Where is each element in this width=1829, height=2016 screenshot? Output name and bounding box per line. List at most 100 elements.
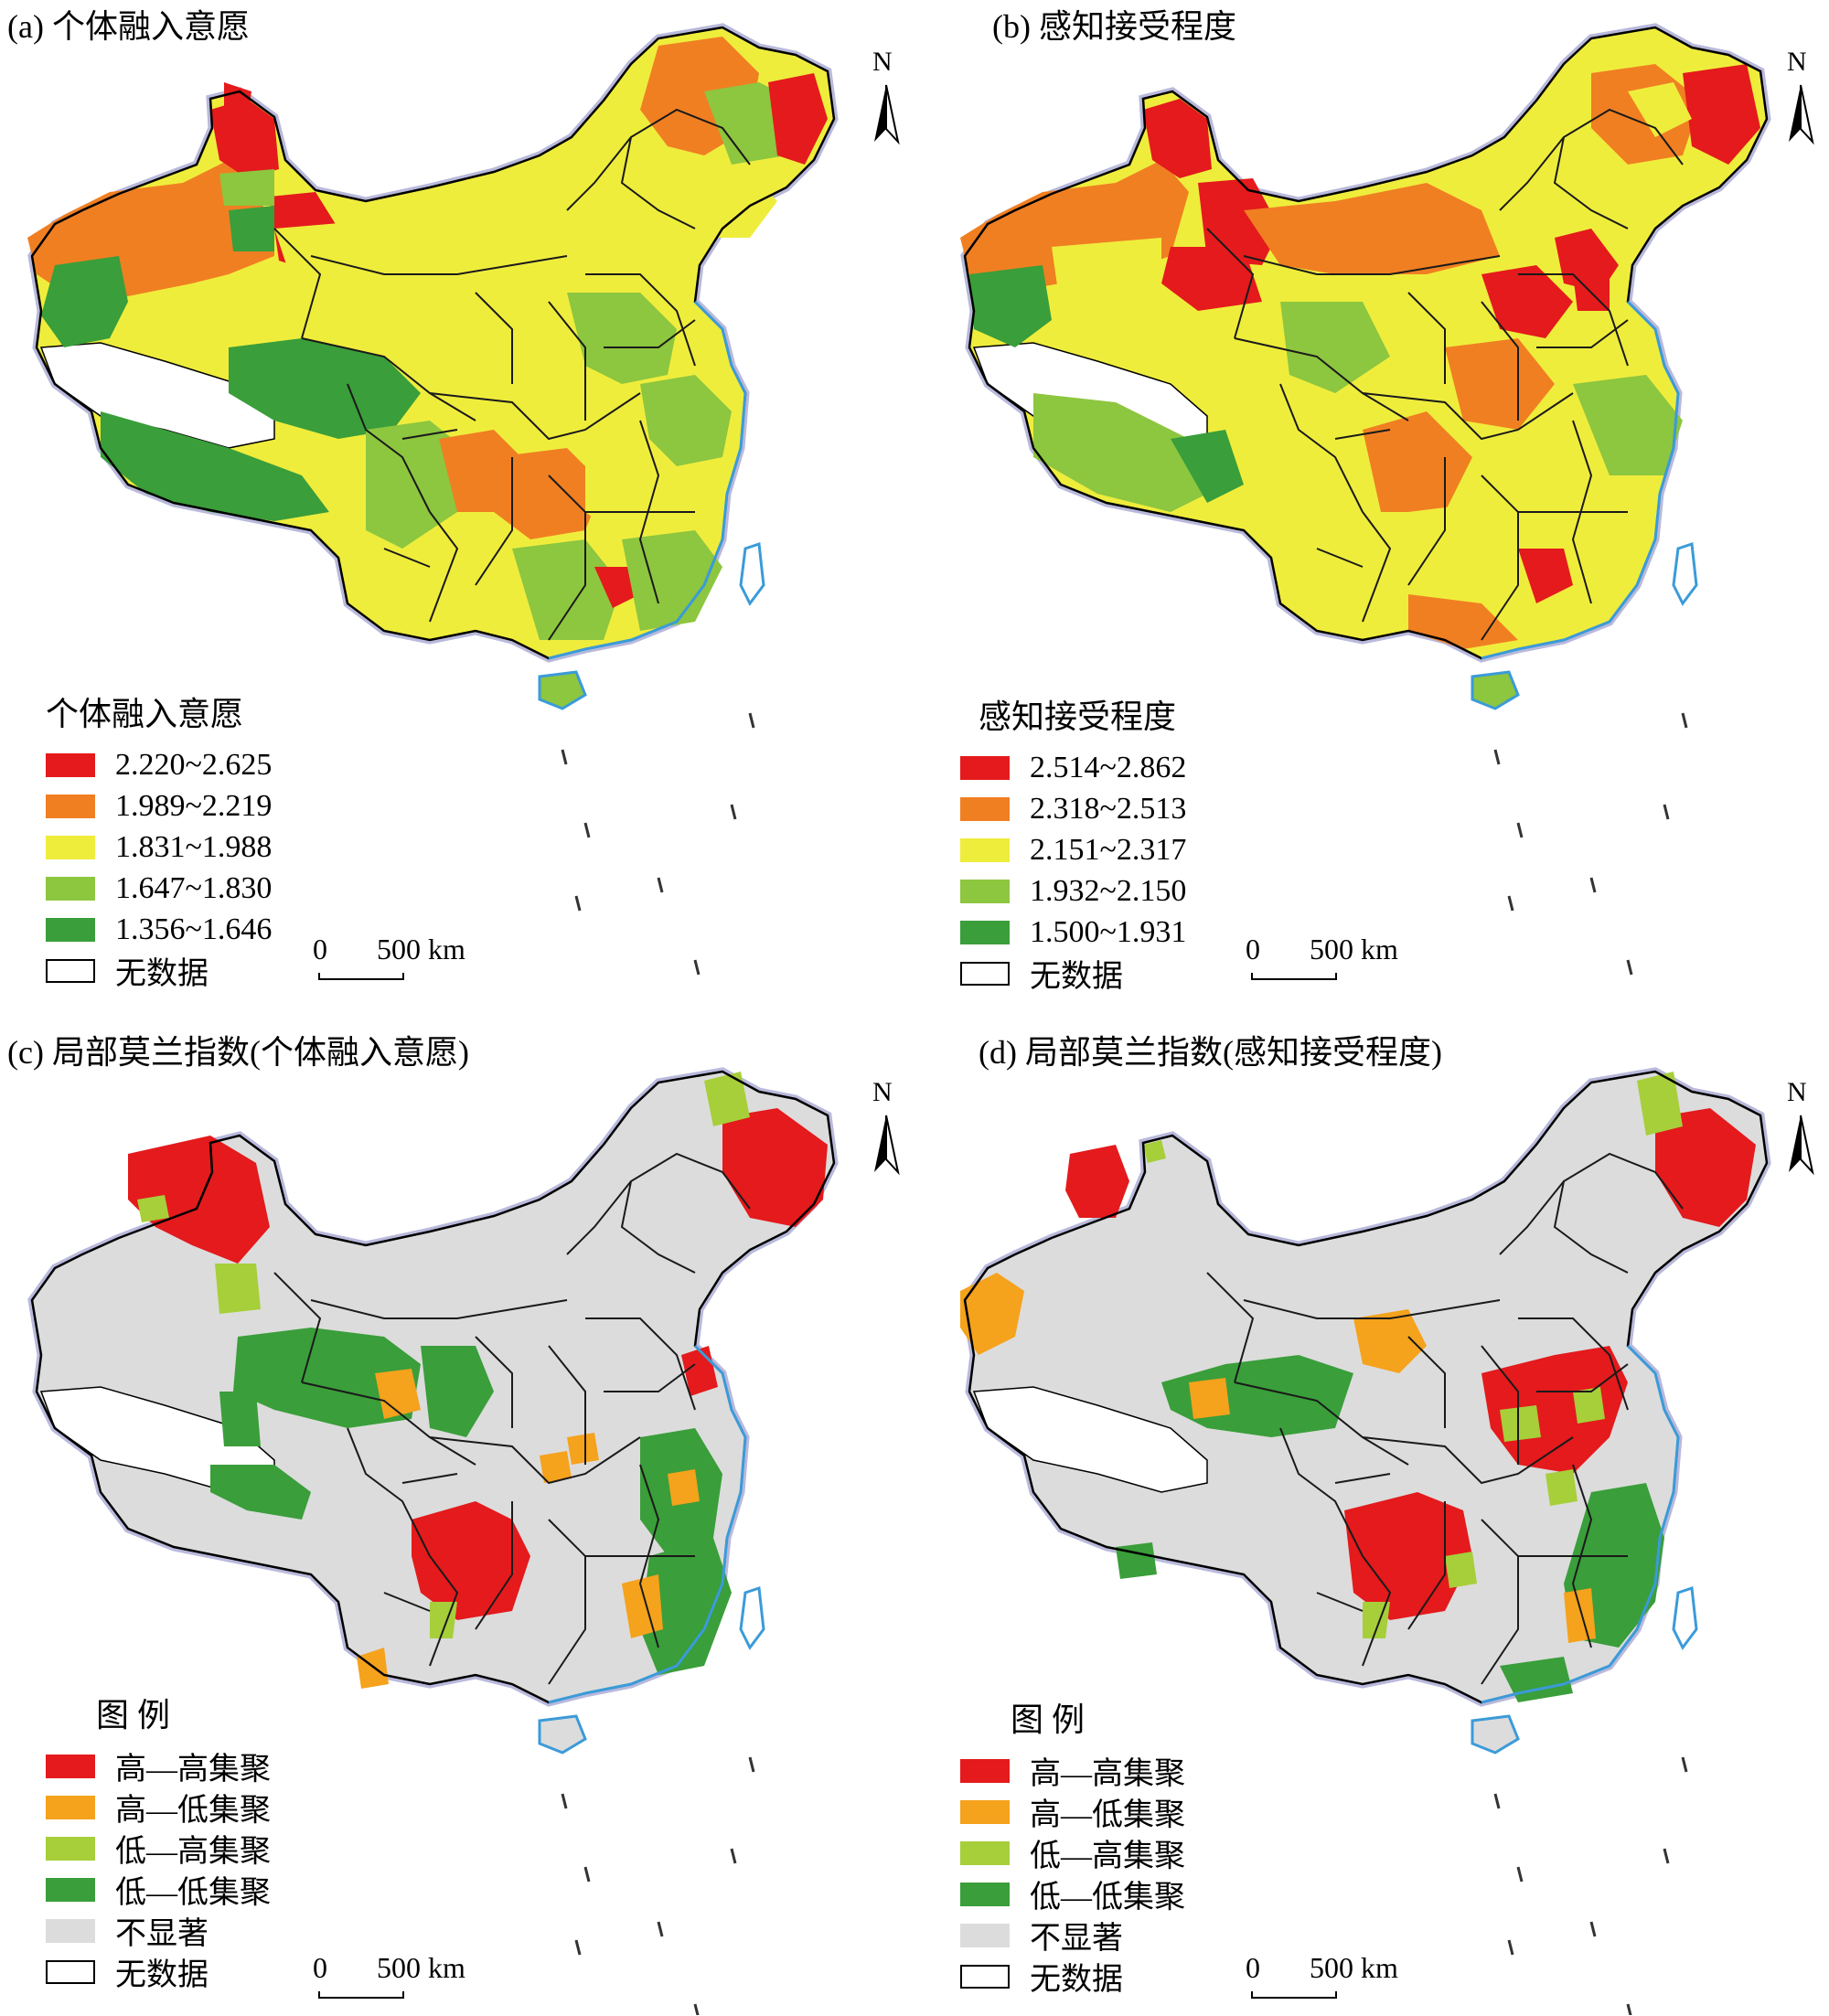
- legend-swatch: [46, 1959, 95, 1984]
- province-boundary: [1362, 1555, 1392, 1667]
- scale-zero-label: 0: [313, 933, 327, 965]
- panel-title: (a) 个体融入意愿: [7, 8, 250, 45]
- province-boundary: [548, 1345, 586, 1465]
- legend-label: 无数据: [115, 1958, 209, 1992]
- map-lisa-acceptance: [960, 1067, 1771, 2015]
- scale-bar: 0 500 km: [1246, 1951, 1398, 2006]
- legend-swatch: [46, 1795, 95, 1819]
- legend-swatch: [960, 1799, 1010, 1824]
- legend-item: 低—低集聚: [46, 1869, 271, 1910]
- scale-line: [318, 1991, 404, 1999]
- province-boundary: [301, 337, 476, 421]
- province-boundary: [1316, 1592, 1364, 1612]
- panel-title: (b) 感知接受程度: [992, 8, 1236, 45]
- province-boundary: [475, 1336, 513, 1428]
- province-boundary: [475, 292, 513, 384]
- province-boundary: [383, 1592, 431, 1612]
- legend-label: 无数据: [1030, 960, 1123, 994]
- legend-swatch: [46, 917, 95, 942]
- nine-dash-segment: [561, 749, 568, 765]
- legend-swatch: [960, 1964, 1010, 1989]
- nine-dash-segment: [1589, 877, 1597, 893]
- legend-swatch: [960, 920, 1010, 944]
- scale-zero-label: 0: [1246, 933, 1260, 965]
- legend-label: 高—低集聚: [1030, 1798, 1185, 1832]
- legend-label: 低—低集聚: [115, 1876, 271, 1910]
- legend-label: 2.318~2.513: [1030, 791, 1187, 826]
- nine-dash-segment: [1516, 822, 1524, 838]
- legend-swatch: [960, 1882, 1010, 1906]
- legend-item: 1.989~2.219: [46, 785, 272, 827]
- legend: 图 例 高—高集聚 高—低集聚 低—高集聚 低—低集聚 不显著 无数据: [46, 1689, 271, 1992]
- province-boundary: [1518, 1317, 1629, 1411]
- scale-line: [1251, 973, 1337, 980]
- legend-label: 低—低集聚: [1030, 1881, 1185, 1915]
- nine-dash-segment: [1663, 804, 1670, 820]
- province-boundary: [604, 319, 696, 348]
- nine-dash-segment: [1626, 2003, 1632, 2015]
- legend-label: 低—高集聚: [115, 1835, 271, 1869]
- legend-swatch: [46, 1754, 95, 1778]
- province-boundary: [1407, 1501, 1446, 1630]
- province-boundary: [548, 1519, 586, 1685]
- legend-item: 2.514~2.862: [960, 747, 1186, 788]
- legend-label: 1.356~1.646: [115, 912, 273, 946]
- nine-dash-segment: [583, 822, 591, 838]
- legend-label: 高—低集聚: [115, 1794, 271, 1828]
- legend-item: 1.647~1.830: [46, 868, 272, 909]
- legend-swatch: [960, 837, 1010, 862]
- legend-label: 2.514~2.862: [1030, 750, 1187, 784]
- nine-dash-segment: [657, 1921, 664, 1937]
- legend-swatch: [960, 1923, 1010, 1947]
- legend-swatch: [960, 755, 1010, 780]
- province-boundary: [1234, 1381, 1409, 1466]
- country-border: [963, 1070, 1769, 1704]
- taiwan-island: [1672, 541, 1698, 606]
- province-boundary: [1518, 273, 1629, 367]
- legend-label: 1.831~1.988: [115, 829, 273, 864]
- nine-dash-segment: [693, 959, 701, 976]
- legend-item: 无数据: [960, 1956, 1185, 1997]
- nine-dash-segment: [1507, 1939, 1514, 1956]
- province-boundary: [1407, 1336, 1446, 1428]
- province-boundary: [604, 1363, 696, 1392]
- province-boundary: [566, 1180, 632, 1255]
- legend-item: 无数据: [960, 953, 1186, 994]
- nine-dash-segment: [748, 712, 755, 729]
- nine-dash-segment: [693, 2003, 700, 2015]
- legend-label: 高—高集聚: [1030, 1757, 1185, 1791]
- province-boundary: [1243, 255, 1501, 275]
- legend-swatch: [960, 1840, 1010, 1865]
- map-perceived-acceptance: [960, 23, 1771, 976]
- province-boundary: [1536, 1363, 1629, 1392]
- province-boundary: [273, 1272, 322, 1383]
- nine-dash-segment: [657, 877, 664, 893]
- province-boundary: [1279, 1427, 1364, 1557]
- panel-b: (b) 感知接受程度: [914, 0, 1829, 1008]
- legend-label: 不显著: [1030, 1922, 1123, 1956]
- taiwan-island: [739, 541, 765, 606]
- nine-dash-segment: [730, 804, 737, 820]
- legend-item: 低—高集聚: [960, 1832, 1185, 1873]
- legend-item: 2.151~2.317: [960, 829, 1186, 870]
- panel-title: (d) 局部莫兰指数(感知接受程度): [979, 1034, 1442, 1071]
- scale-distance-label: 500 km: [1310, 1951, 1398, 1984]
- province-boundary: [383, 548, 431, 568]
- north-label: N: [1787, 47, 1807, 77]
- province-boundary: [1362, 1436, 1574, 1485]
- nine-dash-segment: [748, 1756, 755, 1773]
- north-arrow-icon: [1789, 1115, 1814, 1176]
- legend-title: 个体融入意愿: [46, 696, 244, 732]
- province-boundary: [401, 429, 458, 440]
- north-arrow: N: [863, 47, 909, 151]
- legend-item: 低—低集聚: [960, 1873, 1185, 1915]
- province-boundary: [1481, 301, 1519, 421]
- scale-bar: 0 500 km: [313, 933, 465, 987]
- scale-distance-label: 500 km: [377, 1951, 465, 1984]
- province-boundary: [347, 383, 431, 513]
- province-boundary: [585, 1317, 696, 1411]
- legend-label: 高—高集聚: [115, 1753, 271, 1787]
- nine-dash-segment: [561, 1793, 568, 1809]
- coastline: [548, 300, 747, 660]
- country-border: [30, 1070, 836, 1704]
